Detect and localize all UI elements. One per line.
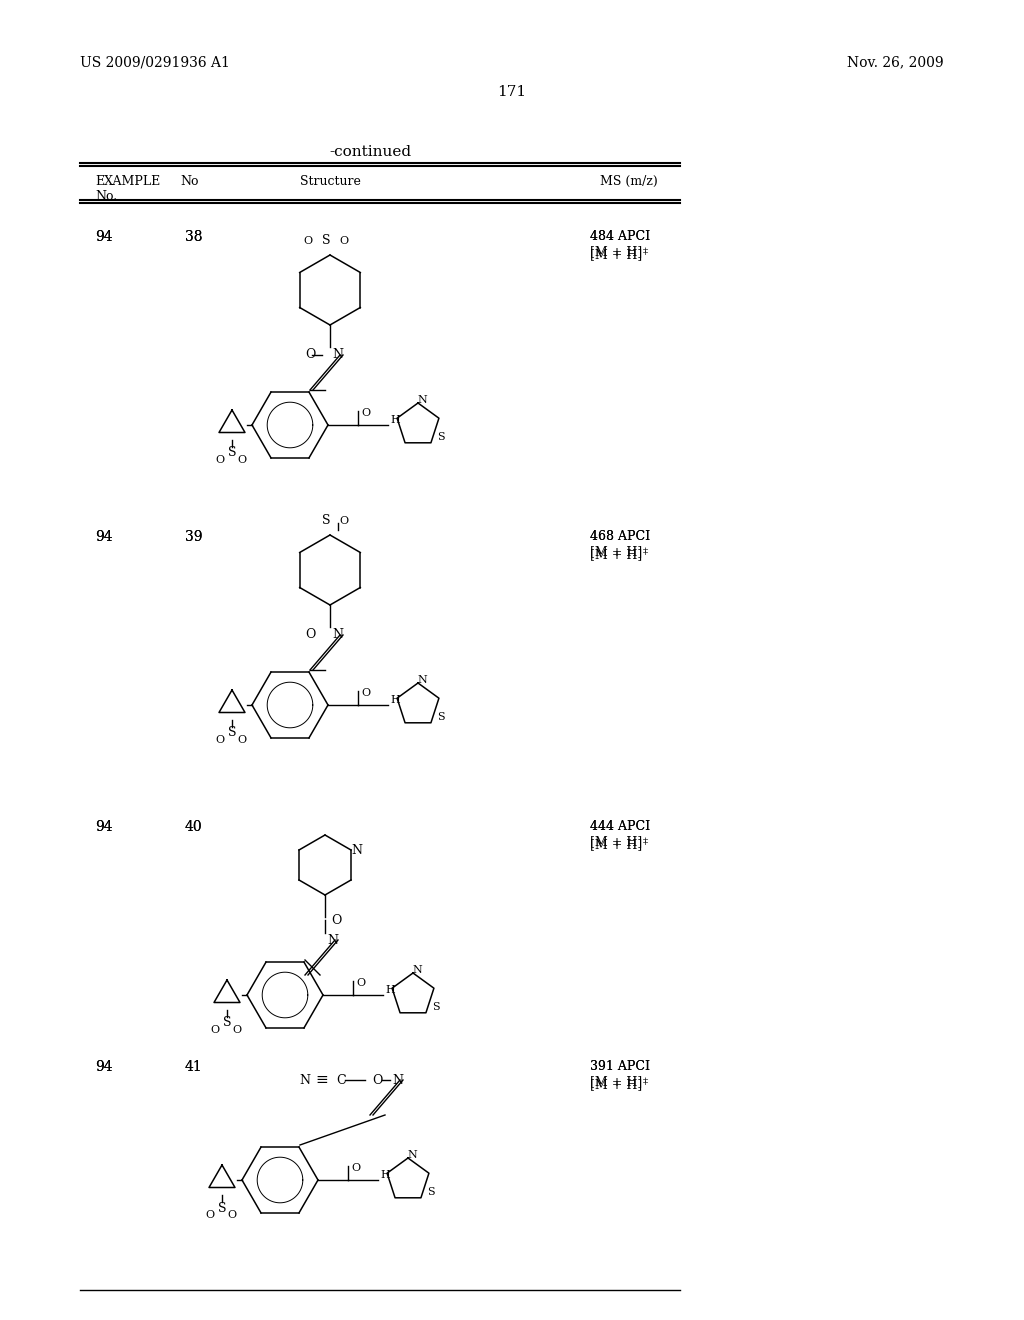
Text: 39: 39 xyxy=(185,531,203,544)
Text: N: N xyxy=(417,395,427,405)
Text: 391 APCI: 391 APCI xyxy=(590,1060,650,1073)
Text: O: O xyxy=(361,688,371,698)
Text: N: N xyxy=(351,843,362,857)
Text: 41: 41 xyxy=(185,1060,203,1074)
Text: H: H xyxy=(385,985,394,995)
Text: 94: 94 xyxy=(95,1060,113,1074)
Text: H: H xyxy=(380,1170,390,1180)
Text: 39: 39 xyxy=(185,531,203,544)
Text: 94: 94 xyxy=(95,1060,113,1074)
Text: S: S xyxy=(227,446,237,459)
Text: 444 APCI: 444 APCI xyxy=(590,820,650,833)
Text: MS (m/z): MS (m/z) xyxy=(600,176,657,187)
Text: N: N xyxy=(327,933,338,946)
Text: US 2009/0291936 A1: US 2009/0291936 A1 xyxy=(80,55,229,69)
Text: 41: 41 xyxy=(185,1060,203,1074)
Text: No: No xyxy=(180,176,199,187)
Text: 484 APCI
[M + H]⁺: 484 APCI [M + H]⁺ xyxy=(590,230,650,257)
Text: -continued: -continued xyxy=(329,145,411,158)
Text: Structure: Structure xyxy=(300,176,360,187)
Text: Nov. 26, 2009: Nov. 26, 2009 xyxy=(848,55,944,69)
Text: O: O xyxy=(339,516,348,525)
Text: N: N xyxy=(417,675,427,685)
Text: O: O xyxy=(227,1210,237,1220)
Text: S: S xyxy=(427,1187,435,1197)
Text: 468 APCI: 468 APCI xyxy=(590,531,650,543)
Text: [M + H]⁺: [M + H]⁺ xyxy=(590,248,649,261)
Text: EXAMPLE
No.: EXAMPLE No. xyxy=(95,176,160,203)
Text: N: N xyxy=(412,965,422,975)
Text: H: H xyxy=(390,414,399,425)
Text: 40: 40 xyxy=(185,820,203,834)
Text: O: O xyxy=(361,408,371,418)
Text: O: O xyxy=(372,1073,382,1086)
Text: N: N xyxy=(332,628,343,642)
Text: O: O xyxy=(215,735,224,744)
Text: S: S xyxy=(322,513,331,527)
Text: [M + H]⁺: [M + H]⁺ xyxy=(590,838,649,851)
Text: O: O xyxy=(305,628,316,642)
Text: 391 APCI
[M + H]⁺: 391 APCI [M + H]⁺ xyxy=(590,1060,650,1088)
Text: 94: 94 xyxy=(95,820,113,834)
Text: O: O xyxy=(356,978,366,987)
Text: N: N xyxy=(332,348,343,362)
Text: S: S xyxy=(322,234,331,247)
Text: O: O xyxy=(339,236,348,246)
Text: N: N xyxy=(299,1073,310,1086)
Text: O: O xyxy=(215,455,224,465)
Text: O: O xyxy=(206,1210,215,1220)
Text: 94: 94 xyxy=(95,820,113,834)
Text: ≡: ≡ xyxy=(315,1073,329,1086)
Text: S: S xyxy=(437,432,444,442)
Text: 468 APCI
[M + H]⁺: 468 APCI [M + H]⁺ xyxy=(590,531,650,558)
Text: S: S xyxy=(227,726,237,739)
Text: O: O xyxy=(238,455,247,465)
Text: 94: 94 xyxy=(95,230,113,244)
Text: O: O xyxy=(351,1163,360,1173)
Text: 484 APCI: 484 APCI xyxy=(590,230,650,243)
Text: 40: 40 xyxy=(185,820,203,834)
Text: 94: 94 xyxy=(95,531,113,544)
Text: O: O xyxy=(305,348,316,362)
Text: S: S xyxy=(218,1201,226,1214)
Text: [M + H]⁺: [M + H]⁺ xyxy=(590,1078,649,1092)
Text: O: O xyxy=(211,1026,219,1035)
Text: S: S xyxy=(223,1016,231,1030)
Text: 171: 171 xyxy=(498,84,526,99)
Text: O: O xyxy=(303,236,312,246)
Text: 444 APCI
[M + H]⁺: 444 APCI [M + H]⁺ xyxy=(590,820,650,847)
Text: 38: 38 xyxy=(185,230,203,244)
Text: O: O xyxy=(238,735,247,744)
Text: O: O xyxy=(232,1026,242,1035)
Text: [M + H]⁺: [M + H]⁺ xyxy=(590,548,649,561)
Text: N: N xyxy=(392,1073,403,1086)
Text: 38: 38 xyxy=(185,230,203,244)
Text: 94: 94 xyxy=(95,531,113,544)
Text: 94: 94 xyxy=(95,230,113,244)
Text: S: S xyxy=(432,1002,440,1012)
Text: N: N xyxy=(408,1150,417,1160)
Text: H: H xyxy=(390,696,399,705)
Text: O: O xyxy=(331,913,341,927)
Text: C: C xyxy=(336,1073,346,1086)
Text: S: S xyxy=(437,711,444,722)
